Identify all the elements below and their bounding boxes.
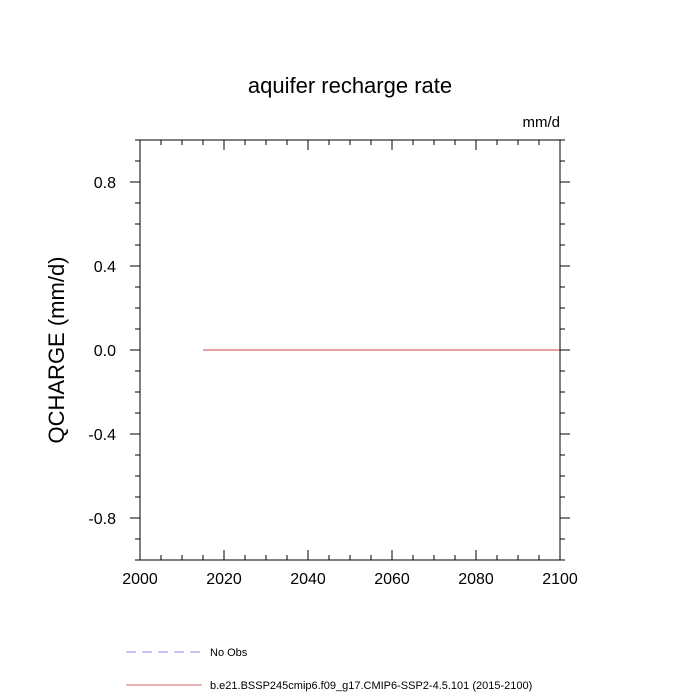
y-tick-label: 0.0 bbox=[94, 343, 116, 360]
x-tick-label: 2060 bbox=[374, 571, 410, 588]
axis-ticks: 2000 2020 2040 2060 2080 2100 -0.8 -0.4 0.0 0.4 0.… bbox=[88, 139, 578, 588]
legend: No Obs b.e21.BSSP245cmip6.f09_g17.CMIP6-S… bbox=[126, 647, 532, 692]
x-tick-label: 2040 bbox=[290, 571, 326, 588]
y-tick-label: -0.8 bbox=[88, 511, 116, 528]
y-tick-label: 0.8 bbox=[94, 175, 116, 192]
chart-title: aquifer recharge rate bbox=[248, 73, 452, 98]
legend-label: No Obs bbox=[210, 647, 248, 659]
legend-label: b.e21.BSSP245cmip6.f09_g17.CMIP6-SSP2-4.… bbox=[210, 680, 532, 692]
y-tick-label: -0.4 bbox=[88, 427, 116, 444]
y-axis-label: QCHARGE (mm/d) bbox=[44, 257, 69, 444]
y-tick-label: 0.4 bbox=[94, 259, 116, 276]
x-tick-label: 2000 bbox=[122, 571, 158, 588]
x-tick-label: 2080 bbox=[458, 571, 494, 588]
x-tick-label: 2100 bbox=[542, 571, 578, 588]
plot-frame bbox=[139, 139, 561, 561]
units-label: mm/d bbox=[523, 114, 561, 131]
x-tick-label: 2020 bbox=[206, 571, 242, 588]
